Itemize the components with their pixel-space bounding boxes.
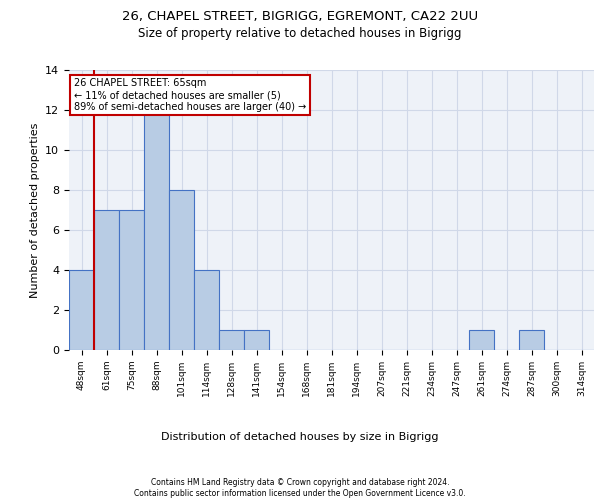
Bar [469, 330, 494, 350]
Text: 26, CHAPEL STREET, BIGRIGG, EGREMONT, CA22 2UU: 26, CHAPEL STREET, BIGRIGG, EGREMONT, CA… [122, 10, 478, 23]
Bar [94, 210, 119, 350]
Bar [169, 190, 194, 350]
Y-axis label: Number of detached properties: Number of detached properties [29, 122, 40, 298]
Bar [194, 270, 219, 350]
Bar [244, 330, 269, 350]
Text: Distribution of detached houses by size in Bigrigg: Distribution of detached houses by size … [161, 432, 439, 442]
Bar [144, 110, 169, 350]
Bar [119, 210, 144, 350]
Bar [69, 270, 94, 350]
Text: 26 CHAPEL STREET: 65sqm
← 11% of detached houses are smaller (5)
89% of semi-det: 26 CHAPEL STREET: 65sqm ← 11% of detache… [74, 78, 307, 112]
Text: Contains HM Land Registry data © Crown copyright and database right 2024.
Contai: Contains HM Land Registry data © Crown c… [134, 478, 466, 498]
Text: Size of property relative to detached houses in Bigrigg: Size of property relative to detached ho… [138, 28, 462, 40]
Bar [519, 330, 544, 350]
Bar [219, 330, 244, 350]
